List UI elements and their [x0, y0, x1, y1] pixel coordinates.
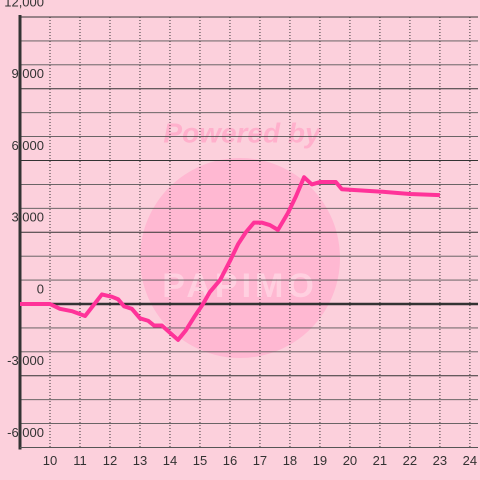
watermark-brand: PAPIMO [162, 267, 318, 305]
y-tick-label: -6,000 [7, 425, 44, 440]
y-tick-label: -3,000 [7, 353, 44, 368]
x-tick-label: 21 [373, 453, 387, 468]
y-tick-label: 3,000 [11, 210, 44, 225]
line [20, 175, 440, 342]
x-tick-label: 20 [343, 453, 357, 468]
watermark: Powered by [163, 117, 322, 148]
x-tick-label: 16 [223, 453, 237, 468]
x-tick-label: 11 [73, 453, 87, 468]
y-tick-label: 0 [37, 281, 44, 296]
x-tick-label: 10 [43, 453, 57, 468]
x-tick-label: 17 [253, 453, 267, 468]
x-tick-label: 19 [313, 453, 327, 468]
x-tick-label: 24 [463, 453, 477, 468]
x-tick-label: 22 [403, 453, 417, 468]
y-tick-label: 12,000 [4, 0, 44, 9]
x-tick-label: 14 [163, 453, 177, 468]
x-tick-label: 13 [133, 453, 147, 468]
x-tick-label: 18 [283, 453, 297, 468]
x-tick-label: 15 [193, 453, 207, 468]
y-tick-label: 9,000 [11, 66, 44, 81]
x-tick-label: 23 [433, 453, 447, 468]
x-tick-label: 12 [103, 453, 117, 468]
y-tick-label: 6,000 [11, 138, 44, 153]
